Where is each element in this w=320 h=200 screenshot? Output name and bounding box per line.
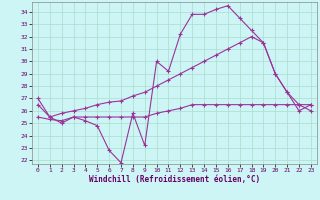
X-axis label: Windchill (Refroidissement éolien,°C): Windchill (Refroidissement éolien,°C): [89, 175, 260, 184]
